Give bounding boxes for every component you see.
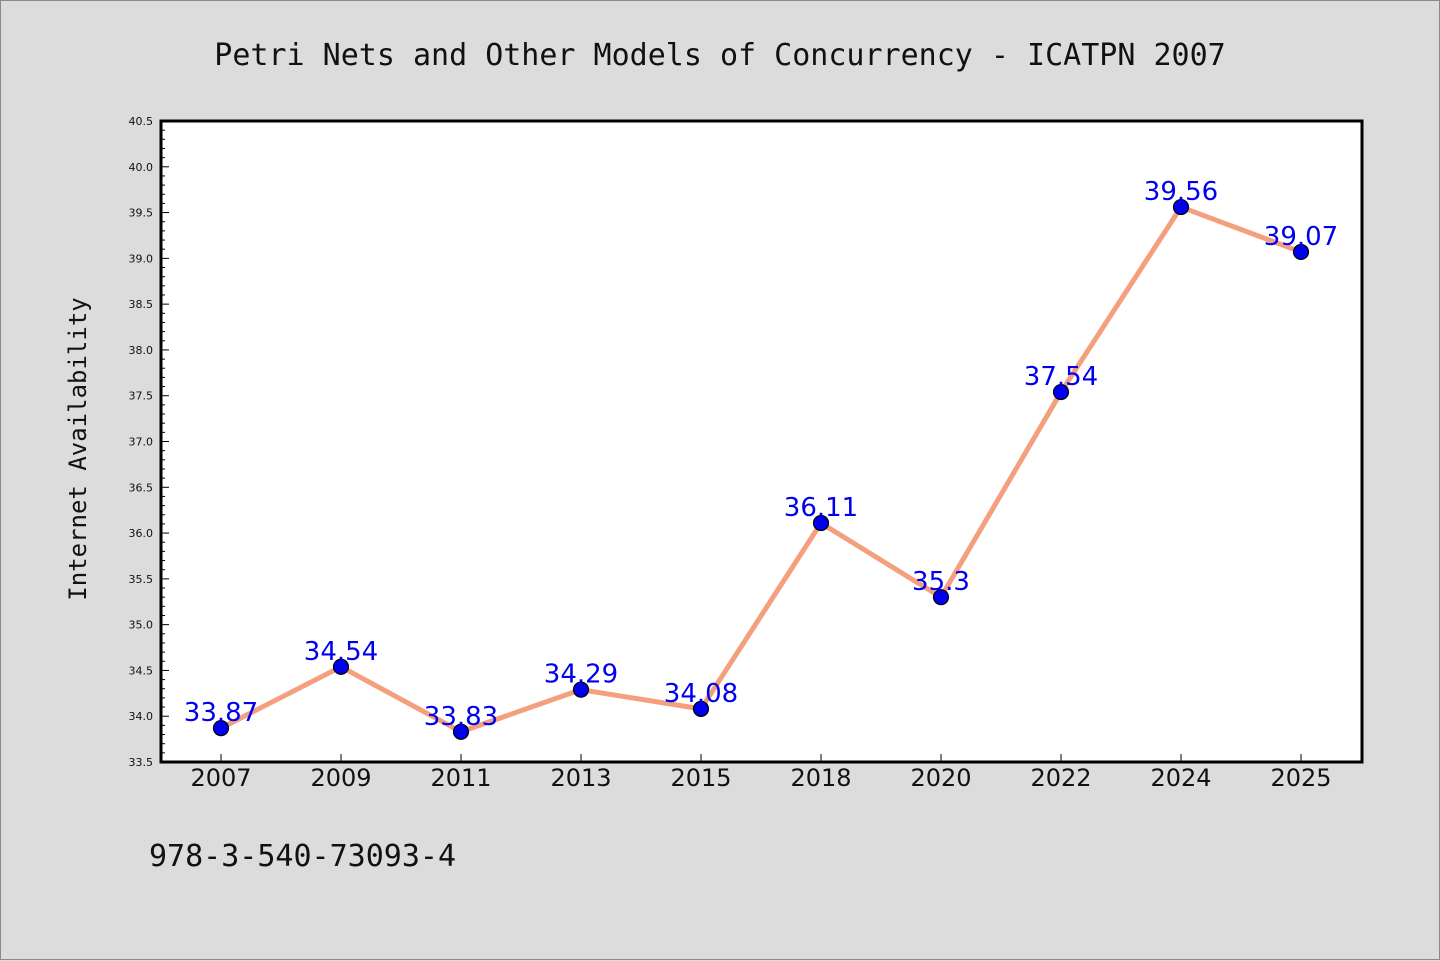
y-tick-label: 39.0	[129, 252, 154, 265]
x-tick-label: 2025	[1270, 764, 1331, 792]
x-tick-label: 2013	[550, 764, 611, 792]
data-point	[1172, 198, 1190, 216]
footer-isbn: 978-3-540-73093-4	[149, 839, 456, 874]
y-axis-label: Internet Availability	[64, 297, 92, 600]
y-tick-label: 40.5	[129, 115, 154, 128]
data-label: 33.87	[184, 698, 258, 728]
data-point	[1052, 383, 1070, 401]
y-axis-ticks: 33.5 34.0 34.5 35.0 35.5 36.0 36.5 37.0 37.5 38.0…	[129, 115, 169, 769]
data-point	[212, 720, 230, 737]
data-point	[332, 658, 350, 675]
y-tick-label: 35.5	[129, 573, 154, 586]
x-tick-label: 2020	[910, 764, 971, 792]
x-tick-label: 2022	[1030, 764, 1091, 792]
x-axis-ticks: 2007 2009 2011 2013 2015 2018 2020 2022 2024 2025	[190, 754, 1332, 792]
y-tick-label: 35.0	[129, 619, 154, 632]
x-tick-label: 2015	[670, 764, 731, 792]
x-tick-label: 2011	[430, 764, 491, 792]
data-point	[1292, 243, 1310, 261]
data-label: 33.83	[424, 702, 498, 732]
x-tick-label: 2024	[1150, 764, 1211, 792]
y-tick-label: 39.5	[129, 207, 154, 220]
y-tick-label: 37.0	[129, 436, 154, 449]
data-label: 34.54	[304, 637, 378, 667]
y-tick-label: 38.5	[129, 298, 154, 311]
data-label: 39.56	[1144, 177, 1218, 207]
data-point	[692, 700, 710, 717]
data-label: 35.3	[912, 567, 970, 597]
y-tick-label: 37.5	[129, 390, 154, 403]
y-tick-label: 34.0	[129, 710, 154, 723]
y-tick-label: 33.5	[129, 756, 154, 769]
plot-area	[159, 119, 1364, 764]
data-point	[812, 514, 830, 532]
y-tick-label: 36.5	[129, 481, 154, 494]
y-tick-label: 40.0	[129, 161, 154, 174]
data-point	[572, 681, 590, 698]
y-tick-label: 36.0	[129, 527, 154, 540]
series-line	[219, 204, 1302, 735]
data-label: 34.08	[664, 679, 738, 709]
data-points	[212, 198, 1310, 740]
y-tick-label: 34.5	[129, 664, 154, 677]
x-tick-label: 2007	[190, 764, 251, 792]
data-point	[452, 723, 470, 740]
data-point	[932, 589, 950, 606]
data-label: 39.07	[1264, 222, 1338, 252]
x-tick-label: 2009	[310, 764, 371, 792]
y-tick-label: 38.0	[129, 344, 154, 357]
chart-title: Petri Nets and Other Models of Concurren…	[214, 38, 1225, 73]
data-label: 36.11	[784, 493, 858, 523]
data-label: 37.54	[1024, 362, 1098, 392]
x-tick-label: 2018	[790, 764, 851, 792]
data-label: 34.29	[544, 660, 618, 690]
data-labels: 33.87 34.54 33.83 34.29 34.08 36.11 35.3 37.54 3…	[184, 177, 1338, 732]
